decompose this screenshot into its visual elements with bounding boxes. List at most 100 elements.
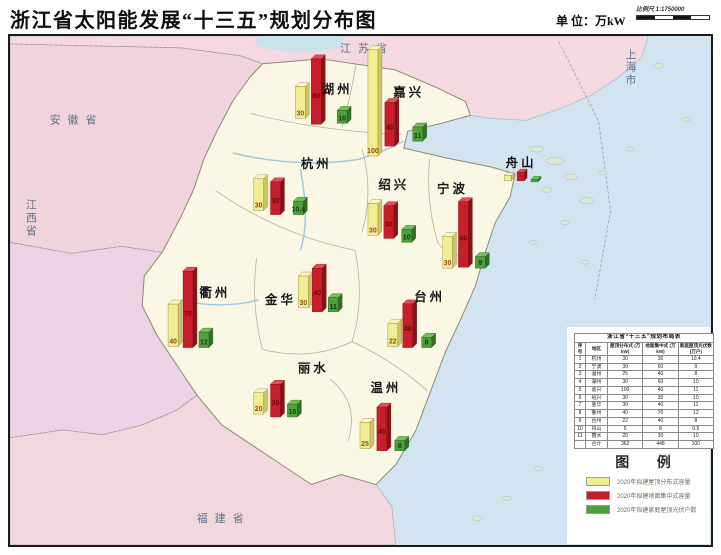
bar bbox=[402, 303, 413, 348]
legend-color-chip bbox=[586, 491, 610, 500]
table-cell: 11 bbox=[677, 385, 715, 395]
bar bbox=[167, 303, 179, 347]
plan-table: 浙江省“十三五”规划布局表 序号 地区 屋顶分布式 (万kW) 地面集中式 (万kW) 家… bbox=[574, 333, 715, 449]
city-label: 温州 bbox=[370, 381, 401, 395]
table-cell: 30 bbox=[606, 354, 644, 364]
table-cell: 9 bbox=[677, 362, 715, 372]
bar-value-label: 11 bbox=[329, 304, 336, 311]
bar-value-label: 30 bbox=[385, 222, 393, 229]
bar-side bbox=[393, 201, 398, 239]
table-cell: 11 bbox=[574, 432, 586, 442]
bar bbox=[387, 323, 398, 347]
scale-ruler bbox=[636, 15, 710, 20]
bar-value-label: 30 bbox=[444, 260, 452, 267]
table-cell: 40 bbox=[606, 409, 644, 418]
legend-item: 2020年拟建地面集中式容量 bbox=[578, 491, 708, 500]
bar bbox=[359, 422, 371, 449]
table-cell: 30 bbox=[642, 354, 679, 364]
table-header: 屋顶分布式 (万kW) bbox=[606, 341, 644, 356]
table-cell: 2 bbox=[574, 362, 586, 372]
table-row: 合计 362 448 100 bbox=[574, 440, 715, 449]
table-cell: 合计 bbox=[585, 440, 608, 449]
table-row: 4 湖州 30 60 10 bbox=[574, 378, 715, 387]
table-cell: 30 bbox=[606, 393, 644, 403]
bar bbox=[287, 403, 298, 418]
table-cell: 30 bbox=[642, 393, 679, 403]
bar-value-label: 60 bbox=[312, 93, 320, 100]
bar-value-label: 10 bbox=[338, 115, 346, 122]
table-cell: 6 bbox=[574, 393, 586, 403]
legend-item: 2020年拟建家庭屋顶光伏户数 bbox=[578, 505, 708, 514]
city-label: 舟山 bbox=[506, 155, 537, 170]
bar bbox=[367, 49, 379, 157]
bar bbox=[530, 179, 539, 183]
bar-value-label: 40 bbox=[386, 124, 394, 131]
table-row: 2 宁波 30 60 9 bbox=[574, 362, 715, 372]
bar-side bbox=[263, 388, 268, 415]
table-cell: 8 bbox=[574, 409, 586, 418]
city-label: 宁波 bbox=[437, 181, 468, 196]
legend-label: 2020年拟建地面集中式容量 bbox=[617, 494, 691, 500]
table-cell: 7 bbox=[574, 401, 586, 411]
islands bbox=[472, 63, 691, 521]
bar bbox=[458, 201, 469, 268]
bar-side bbox=[377, 199, 383, 236]
bar bbox=[516, 171, 525, 182]
bar-value-label: 10.4 bbox=[292, 207, 306, 214]
table-cell: 8 bbox=[677, 370, 715, 380]
legend-title: 图 例 bbox=[615, 456, 683, 471]
bar bbox=[475, 256, 486, 269]
city-group-温州: 25 40 8 温州 bbox=[359, 381, 410, 452]
table-cell: 0.5 bbox=[677, 424, 715, 434]
table-cell: 30 bbox=[642, 432, 679, 442]
table-cell: 40 bbox=[642, 416, 679, 426]
legend-item: 2020年拟建屋顶分布式容量 bbox=[578, 477, 708, 486]
bar-side bbox=[377, 45, 383, 157]
bar bbox=[293, 200, 304, 215]
table-cell: 温州 bbox=[585, 370, 608, 380]
table-cell: 台州 bbox=[585, 416, 608, 426]
bar bbox=[312, 267, 323, 313]
table-row: 6 绍兴 30 30 10 bbox=[574, 393, 715, 403]
legend-color-chip bbox=[586, 505, 610, 514]
table-header: 序号 bbox=[574, 341, 586, 356]
table-cell: 4 bbox=[574, 378, 586, 387]
bar bbox=[383, 205, 395, 239]
bar-value-label: 22 bbox=[389, 339, 397, 346]
table-cell: 9 bbox=[574, 416, 586, 426]
table-cell: 金华 bbox=[585, 401, 608, 411]
bar bbox=[421, 337, 432, 348]
legend-label: 2020年拟建家庭屋顶光伏户数 bbox=[617, 508, 697, 514]
bar-value-label: 9 bbox=[478, 260, 482, 267]
table-header: 家庭屋顶光伏数 (万户) bbox=[677, 341, 715, 356]
bar bbox=[311, 58, 322, 125]
legend: 图 例 2020年拟建屋顶分布式容量 2020年拟建地面集中式容量 2020年拟建家… bbox=[578, 452, 708, 514]
legend-items: 2020年拟建屋顶分布式容量 2020年拟建地面集中式容量 2020年拟建家庭屋顶光… bbox=[578, 477, 708, 514]
table-cell: 湖州 bbox=[585, 378, 608, 387]
bar-value-label: 60 bbox=[460, 236, 468, 243]
province-label: 江苏省 bbox=[340, 42, 394, 55]
bar-value-label: 30 bbox=[255, 203, 263, 210]
city-group-台州: 22 40 8 台州 bbox=[387, 289, 442, 349]
city-group-嘉兴: 100 40 11 嘉兴 bbox=[367, 45, 428, 157]
bar-value-label: 11 bbox=[414, 133, 421, 140]
bar bbox=[198, 331, 210, 348]
table-cell: 25 bbox=[606, 370, 644, 380]
bar-side bbox=[369, 417, 375, 450]
data-table-panel: 浙江省“十三五”规划布局表 序号 地区 屋顶分布式 (万kW) 地面集中式 (万kW) 家… bbox=[574, 333, 715, 449]
bar-value-label: 10 bbox=[289, 409, 297, 416]
bar-value-label: 12 bbox=[200, 340, 208, 347]
table-cell: 60 bbox=[642, 362, 679, 372]
bar-side bbox=[308, 271, 313, 309]
table-cell: 100 bbox=[606, 385, 644, 395]
bar-side bbox=[397, 318, 402, 348]
bar bbox=[384, 102, 396, 147]
table-cell: 40 bbox=[642, 385, 679, 395]
bar bbox=[270, 181, 281, 215]
city-group-杭州: 30 30 10.4 杭州 bbox=[253, 156, 329, 216]
legend-label: 2020年拟建屋顶分布式容量 bbox=[617, 480, 691, 486]
table-header: 地区 bbox=[585, 341, 608, 356]
bar-side bbox=[386, 402, 392, 452]
bar bbox=[295, 86, 306, 119]
